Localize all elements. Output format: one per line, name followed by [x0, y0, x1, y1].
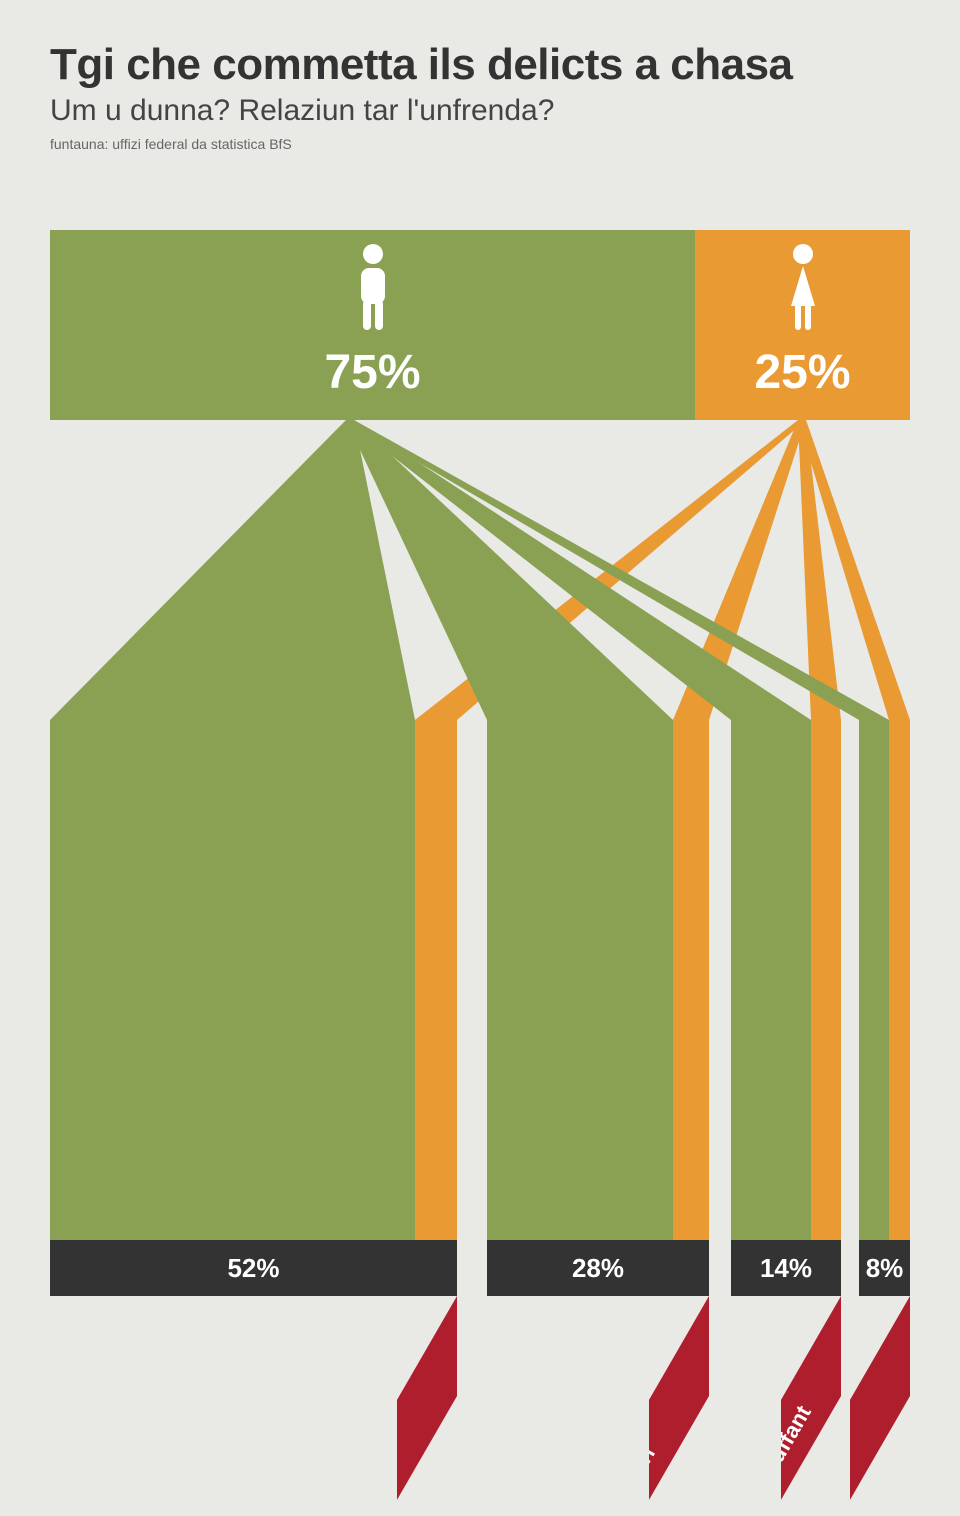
ribbon-label-parentella: parentella [850, 1296, 910, 1516]
sankey-flows [50, 420, 910, 720]
female-bar-genitur-ed-uffant [811, 720, 841, 1240]
female-segment: 25% [695, 230, 910, 420]
ribbon-genitur-ed-uffant: genitur ed uffant [781, 1296, 841, 1516]
column-gap [457, 720, 487, 1240]
female-pct: 25% [754, 345, 850, 400]
column-gap [709, 720, 731, 1240]
column-gap [841, 720, 859, 1240]
pct-box-partenari: 52% [50, 1240, 457, 1296]
female-bar-ex-partenari [673, 720, 709, 1240]
ribbon-partenari: partenari [397, 1296, 457, 1516]
female-icon [781, 242, 825, 339]
male-bar-partenari [50, 720, 415, 1240]
page-subtitle: Um u dunna? Relaziun tar l'unfrenda? [50, 94, 910, 128]
column-group-ex-partenari [487, 720, 709, 1240]
ribbon-label-partenari: partenari [397, 1296, 457, 1516]
ribbon-label-genitur-ed-uffant: genitur ed uffant [781, 1296, 841, 1516]
page-title: Tgi che commetta ils delicts a chasa [50, 40, 910, 90]
ribbon-parentella: parentella [850, 1296, 910, 1516]
bottom-labels: 52%partenari28%ex-partenari14%genitur ed… [50, 1240, 910, 1440]
chart-area: 75% 25% 52%partenari28%ex-partenari14%gen… [50, 230, 910, 1439]
male-bar-parentella [859, 720, 889, 1240]
male-bar-genitur-ed-uffant [731, 720, 811, 1240]
column-group-partenari [50, 720, 457, 1240]
gender-bar: 75% 25% [50, 230, 910, 420]
female-bar-parentella [889, 720, 910, 1240]
column-group-parentella [859, 720, 910, 1240]
pct-box-parentella: 8% [859, 1240, 910, 1296]
male-segment: 75% [50, 230, 695, 420]
pct-box-ex-partenari: 28% [487, 1240, 709, 1296]
category-columns [50, 720, 910, 1240]
column-group-genitur-ed-uffant [731, 720, 841, 1240]
male-bar-ex-partenari [487, 720, 673, 1240]
ribbon-ex-partenari: ex-partenari [649, 1296, 709, 1516]
source-text: funtauna: uffizi federal da statistica B… [50, 136, 910, 152]
pct-box-genitur-ed-uffant: 14% [731, 1240, 841, 1296]
ribbon-label-ex-partenari: ex-partenari [649, 1296, 709, 1516]
female-bar-partenari [415, 720, 457, 1240]
male-icon [351, 242, 395, 339]
male-pct: 75% [324, 345, 420, 400]
